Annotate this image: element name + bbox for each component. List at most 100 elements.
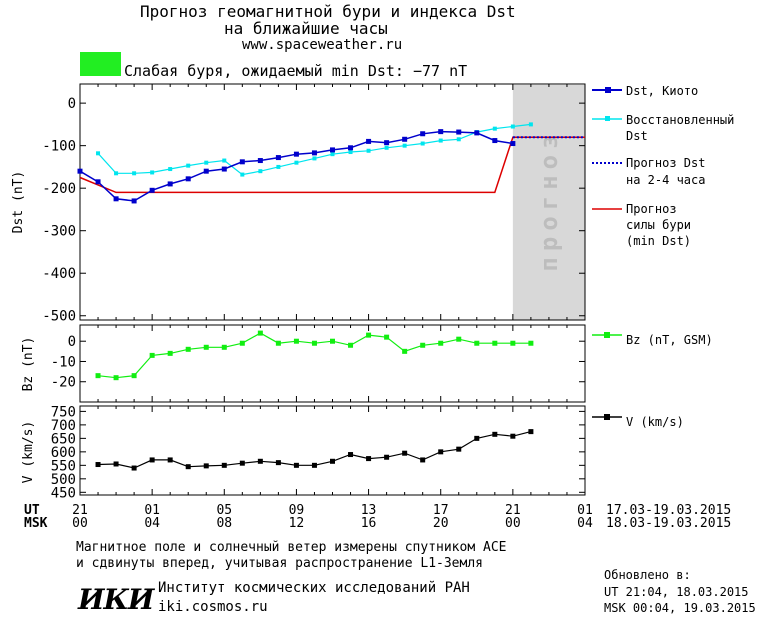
dst-kyoto-line bbox=[79, 130, 514, 202]
v-point bbox=[149, 457, 155, 463]
ut-tick-label: 05 bbox=[216, 503, 232, 518]
legend-dst-kyoto: Dst, Киото bbox=[626, 84, 698, 98]
restored-dst-point bbox=[204, 160, 209, 165]
bz-point bbox=[456, 336, 462, 342]
storm-forecast-line bbox=[79, 136, 585, 194]
legend-storm-1: Прогноз bbox=[626, 202, 677, 216]
v-point bbox=[203, 463, 209, 469]
restored-dst-point bbox=[528, 122, 533, 127]
restored-dst-point bbox=[186, 163, 191, 168]
msk-tick-label: 04 bbox=[577, 516, 593, 531]
restored-dst-point bbox=[330, 152, 335, 157]
v-line bbox=[97, 431, 532, 469]
dst-kyoto-point bbox=[167, 181, 173, 187]
status-swatch bbox=[80, 52, 121, 76]
dst-kyoto-point bbox=[438, 129, 444, 135]
ut-tick-label: 01 bbox=[144, 503, 160, 518]
bz-point bbox=[239, 340, 245, 346]
restored-dst-point bbox=[492, 126, 497, 131]
updated-ut: UT 21:04, 18.03.2015 bbox=[604, 585, 749, 599]
dst-kyoto-point bbox=[510, 141, 516, 147]
dst-kyoto-point bbox=[275, 155, 281, 161]
dst-kyoto-point bbox=[293, 151, 299, 157]
dst-kyoto-point bbox=[185, 176, 191, 182]
dst-kyoto-point bbox=[492, 138, 498, 144]
bz-point bbox=[113, 375, 119, 381]
dst-kyoto-point bbox=[203, 168, 209, 174]
dst-kyoto-point bbox=[311, 150, 317, 156]
v-point bbox=[510, 433, 516, 439]
v-point bbox=[311, 462, 317, 468]
v-point bbox=[239, 460, 245, 466]
restored-dst-point bbox=[312, 156, 317, 161]
v-point bbox=[185, 464, 191, 470]
v-point bbox=[474, 435, 480, 441]
dst-kyoto-point bbox=[239, 159, 245, 165]
bz-point bbox=[438, 340, 444, 346]
v-point bbox=[257, 458, 263, 464]
y-tick-label: 0 bbox=[68, 96, 76, 112]
institute-site[interactable]: iki.cosmos.ru bbox=[158, 599, 268, 615]
restored-dst-point bbox=[150, 170, 155, 175]
institute-name: Институт космических исследований РАН bbox=[158, 580, 470, 596]
y-tick-label: -200 bbox=[42, 181, 76, 197]
dst-kyoto-point bbox=[95, 179, 101, 185]
title-line-2: на ближайшие часы bbox=[224, 19, 388, 38]
v-point bbox=[420, 457, 426, 463]
restored-dst-point bbox=[114, 171, 119, 176]
v-point bbox=[167, 457, 173, 463]
v-point bbox=[221, 462, 227, 468]
v-point bbox=[348, 452, 354, 458]
bz-point bbox=[293, 338, 299, 344]
v-point bbox=[492, 431, 498, 437]
ut-tick-label: 17 bbox=[433, 503, 449, 518]
msk-tick-label: 00 bbox=[505, 516, 521, 531]
bz-point bbox=[221, 344, 227, 350]
y-tick-label: 450 bbox=[51, 485, 76, 501]
legend-storm-3: (min Dst) bbox=[626, 234, 691, 248]
data-series bbox=[77, 122, 585, 471]
v-point bbox=[131, 465, 137, 471]
legend-forecast-2: на 2-4 часа bbox=[626, 173, 705, 187]
dst-kyoto-point bbox=[456, 129, 462, 135]
bz-point bbox=[131, 373, 137, 379]
dst-panel-frame bbox=[79, 83, 586, 321]
bz-point bbox=[474, 340, 480, 346]
bz-point bbox=[311, 340, 317, 346]
site-url[interactable]: www.spaceweather.ru bbox=[242, 37, 403, 53]
y-tick-label: -10 bbox=[51, 354, 76, 370]
legend-forecast-1: Прогноз Dst bbox=[626, 156, 705, 170]
legend-restored-1: Восстановленный bbox=[626, 113, 734, 127]
y-tick-label: 750 bbox=[51, 404, 76, 420]
ut-tick-label: 09 bbox=[289, 503, 305, 518]
forecast-band-label: прогноз bbox=[535, 128, 563, 271]
bz-point bbox=[528, 340, 534, 346]
v-point bbox=[402, 450, 408, 456]
restored-dst-point bbox=[456, 137, 461, 142]
title-line-1: Прогноз геомагнитной бури и индекса Dst bbox=[140, 2, 516, 21]
y-tick-label: -500 bbox=[42, 309, 76, 325]
ut-range: 17.03-19.03.2015 bbox=[606, 503, 731, 518]
dst-kyoto-point bbox=[366, 138, 372, 144]
time-tick-labels: 21 01 05 09 13 17 21 01 00 04 08 12 16 20 00 04 bbox=[72, 503, 593, 531]
legend-storm-2: силы бури bbox=[626, 218, 691, 232]
restored-dst-point bbox=[222, 158, 227, 163]
restored-dst-point bbox=[510, 124, 515, 129]
bz-ylabel: Bz (nT) bbox=[21, 337, 36, 392]
msk-tick-label: 16 bbox=[361, 516, 377, 531]
y-tick-label: 700 bbox=[51, 418, 76, 434]
restored-dst-point bbox=[276, 164, 281, 169]
restored-dst-point bbox=[132, 171, 137, 176]
y-tick-label: 600 bbox=[51, 445, 76, 461]
y-tick-label: -400 bbox=[42, 266, 76, 282]
restored-dst-point bbox=[240, 172, 245, 177]
dst-kyoto-point bbox=[149, 187, 155, 193]
msk-tick-label: 08 bbox=[216, 516, 232, 531]
bz-point bbox=[366, 332, 372, 338]
y-tick-label: -300 bbox=[42, 224, 76, 240]
legend-v: V (km/s) bbox=[626, 415, 684, 429]
y-tick-label: 550 bbox=[51, 458, 76, 474]
iki-logo: ИКИ bbox=[78, 583, 154, 616]
bz-point bbox=[95, 373, 101, 379]
